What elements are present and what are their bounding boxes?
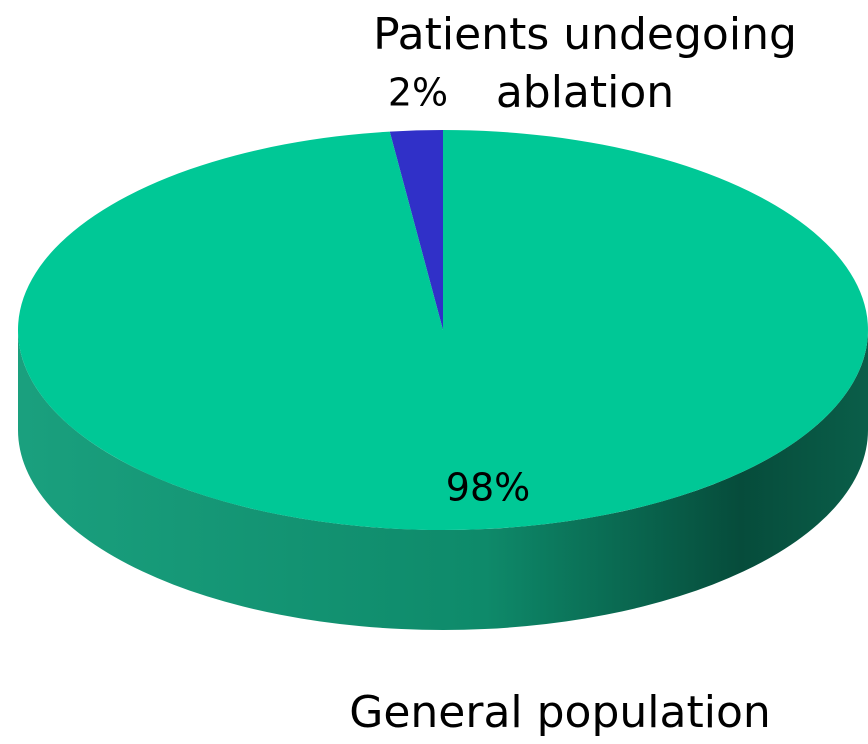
slice-side (18, 330, 868, 630)
category-label: Patients undegoing ablation (373, 9, 797, 118)
value-label: 98% (446, 466, 530, 510)
value-label: 2% (388, 71, 448, 115)
slice (17, 129, 868, 530)
slice (389, 130, 443, 330)
category-label: General population (349, 687, 771, 738)
